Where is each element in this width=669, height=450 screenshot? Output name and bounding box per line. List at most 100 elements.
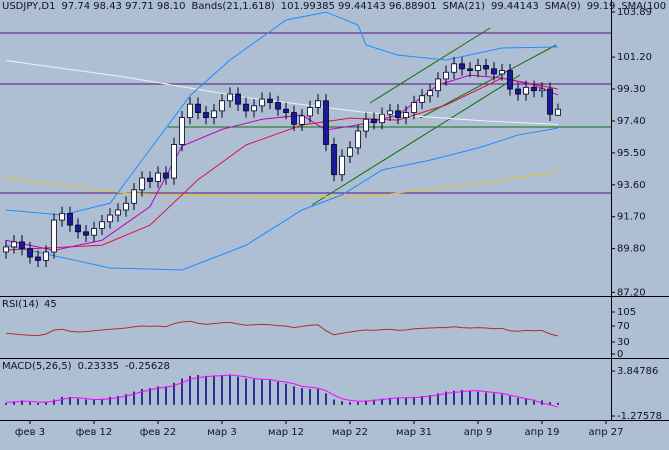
candle-body <box>91 228 97 236</box>
candle-body <box>139 177 145 191</box>
candle-body <box>451 63 457 73</box>
header: USDJPY,D1 97.74 98.43 97.71 98.10 Bands(21… <box>2 1 666 12</box>
candle-body <box>27 248 33 258</box>
header-text: 101.99385 99.44143 96.88901 <box>281 1 437 12</box>
candle-body <box>19 241 25 250</box>
candle-body <box>275 102 281 110</box>
candle-body <box>499 70 505 75</box>
candle-body <box>339 155 345 176</box>
panel-frames <box>0 0 669 421</box>
candle-body <box>131 189 137 204</box>
indicator-line <box>5 170 559 198</box>
y-tick-label: 95.50 <box>617 148 646 159</box>
indicator-title: MACD(5,26,5) <box>2 361 72 372</box>
candle-body <box>283 108 289 113</box>
x-tick-label: мар 12 <box>268 427 304 438</box>
candle-body <box>387 110 393 115</box>
candle-body <box>75 224 81 233</box>
x-tick-label: мар 22 <box>332 427 368 438</box>
candle-body <box>395 110 401 118</box>
indicator-value: 0.23335 <box>78 361 119 372</box>
x-tick-label: мар 31 <box>396 427 432 438</box>
header-text: SMA(21) <box>443 1 485 12</box>
header-text: SMA(9) <box>545 1 581 12</box>
candle-body <box>115 209 121 216</box>
candle-body <box>155 172 161 182</box>
y-tick-label: 89.80 <box>617 244 646 255</box>
candle-body <box>227 93 233 102</box>
header-text: SMA(100 <box>621 1 666 12</box>
x-tick-label: фев 22 <box>140 427 177 438</box>
header-text: USDJPY,D1 <box>2 1 55 12</box>
x-tick-label: мар 3 <box>207 427 237 438</box>
candle-body <box>547 88 553 115</box>
candle-body <box>195 103 201 113</box>
y-tick-label: 87.20 <box>617 287 646 298</box>
plot-area: 103.89 101.20 99.30 97.40 95.50 93.60 91.70 89.… <box>2 7 662 438</box>
candle-body <box>371 118 377 124</box>
candle-body <box>299 115 305 125</box>
candle-body <box>411 102 417 113</box>
channel-line <box>369 27 491 104</box>
y-tick-label: 101.20 <box>617 52 652 63</box>
y-tick-label: 70 <box>617 321 630 332</box>
y-tick-label: 99.30 <box>617 84 646 95</box>
y-tick-label: 30 <box>617 337 630 348</box>
candle-body <box>443 71 449 80</box>
candle-body <box>483 65 489 70</box>
y-tick-label: 3.84786 <box>617 366 658 377</box>
candle-body <box>267 98 273 103</box>
channel-line <box>311 74 521 206</box>
indicator-title: RSI(14) <box>2 299 39 310</box>
candle-body <box>35 256 41 261</box>
candle-body <box>43 251 49 261</box>
candle-body <box>555 108 561 116</box>
candle-body <box>523 86 529 95</box>
candle-body <box>315 100 321 108</box>
indicator-value: -0.25628 <box>125 361 170 372</box>
candle-body <box>123 202 129 211</box>
candle-body <box>307 107 313 117</box>
candle-body <box>259 98 265 107</box>
candle-body <box>467 68 473 71</box>
x-tick-label: апр 19 <box>525 427 560 438</box>
candle-body <box>179 117 185 145</box>
y-tick-label: 97.40 <box>617 116 646 127</box>
candle-body <box>187 103 193 118</box>
header-text: 97.74 98.43 97.71 98.10 <box>61 1 185 12</box>
candle-body <box>243 103 249 112</box>
candle-body <box>3 246 9 253</box>
indicator-line <box>5 127 559 271</box>
candle-body <box>355 130 361 149</box>
candle-body <box>507 70 513 90</box>
y-tick-label: 93.60 <box>617 180 646 191</box>
candle-body <box>419 95 425 103</box>
candle-body <box>147 177 153 182</box>
indicator-value: 45 <box>44 299 57 310</box>
candle-body <box>99 221 105 229</box>
candle-body <box>363 118 369 132</box>
y-tick-label: 91.70 <box>617 212 646 223</box>
indicator-line <box>5 59 559 125</box>
x-tick-label: фев 3 <box>15 427 45 438</box>
candle-body <box>163 172 169 179</box>
candle-body <box>211 110 217 118</box>
candle-body <box>203 112 209 118</box>
candle-body <box>435 78 441 92</box>
indicator-line <box>5 11 559 216</box>
candle-body <box>59 212 65 221</box>
y-tick-label: 105 <box>617 307 636 318</box>
candle-body <box>107 214 113 223</box>
signal-line <box>6 374 559 408</box>
candle-body <box>379 113 385 124</box>
candle-body <box>251 105 257 112</box>
header-text: 99.44143 <box>491 1 539 12</box>
candle-body <box>83 231 89 236</box>
candle-body <box>51 219 57 253</box>
candle-body <box>491 68 497 75</box>
candle-body <box>219 100 225 112</box>
candle-body <box>427 90 433 97</box>
candle-body <box>531 86 537 92</box>
x-tick-label: апр 9 <box>464 427 493 438</box>
candle-body <box>459 63 465 70</box>
